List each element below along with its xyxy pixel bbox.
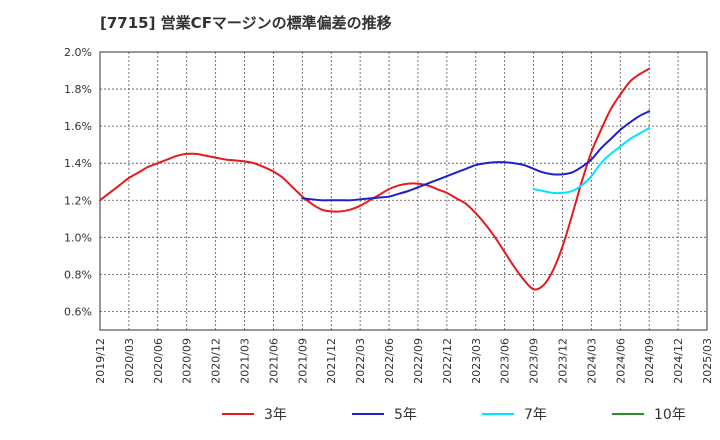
x-tick-label: 2020/09 [181,338,194,384]
y-tick-label: 0.6% [64,305,92,318]
x-tick-label: 2021/09 [296,338,309,384]
legend-label: 5年 [394,407,417,423]
y-tick-label: 2.0% [64,46,92,59]
series-line-7年 [532,126,651,195]
x-tick-label: 2019/12 [94,338,107,384]
x-tick-label: 2022/03 [354,338,367,384]
x-tick-label: 2023/06 [499,338,512,384]
y-axis-ticks: 0.6% 0.8% 1.0% 1.2% 1.4% 1.6% 1.8% 2.0% [64,46,92,318]
x-tick-label: 2024/09 [643,338,656,384]
y-tick-label: 0.8% [64,268,92,281]
legend-label: 10年 [654,407,686,423]
x-tick-label: 2025/03 [701,338,714,384]
y-tick-label: 1.0% [64,231,92,244]
grid-lines [99,51,708,330]
legend[interactable]: 3年 5年 7年 10年 [222,407,686,423]
y-tick-label: 1.2% [64,194,92,207]
chart-title: [7715] 営業CFマージンの標準偏差の推移 [100,14,392,32]
x-tick-label: 2023/09 [528,338,541,384]
x-tick-label: 2020/12 [210,338,223,384]
x-tick-label: 2022/09 [412,338,425,384]
x-tick-label: 2022/12 [441,338,454,384]
x-tick-label: 2023/12 [556,338,569,384]
legend-item[interactable]: 7年 [482,407,547,423]
y-tick-label: 1.8% [64,83,92,96]
x-axis-ticks: 2019/12 2020/03 2020/06 2020/09 2020/12 2021/… [94,338,714,384]
x-tick-label: 2021/03 [239,338,252,384]
plot-area-border [99,51,708,331]
x-tick-label: 2021/06 [267,338,280,384]
series-line-3年 [99,67,651,291]
legend-item[interactable]: 3年 [222,407,287,423]
x-tick-label: 2021/12 [325,338,338,384]
x-tick-label: 2023/03 [470,338,483,384]
legend-label: 3年 [264,407,287,423]
y-tick-label: 1.6% [64,120,92,133]
legend-item[interactable]: 10年 [612,407,686,423]
legend-item[interactable]: 5年 [352,407,417,423]
legend-label: 7年 [524,407,547,423]
x-tick-label: 2022/06 [383,338,396,384]
x-tick-label: 2020/06 [152,338,165,384]
x-tick-label: 2024/03 [585,338,598,384]
x-tick-label: 2020/03 [123,338,136,384]
series-lines [99,67,651,291]
x-tick-label: 2024/12 [672,338,685,384]
y-tick-label: 1.4% [64,157,92,170]
x-tick-label: 2024/06 [614,338,627,384]
series-line-5年 [301,110,651,202]
